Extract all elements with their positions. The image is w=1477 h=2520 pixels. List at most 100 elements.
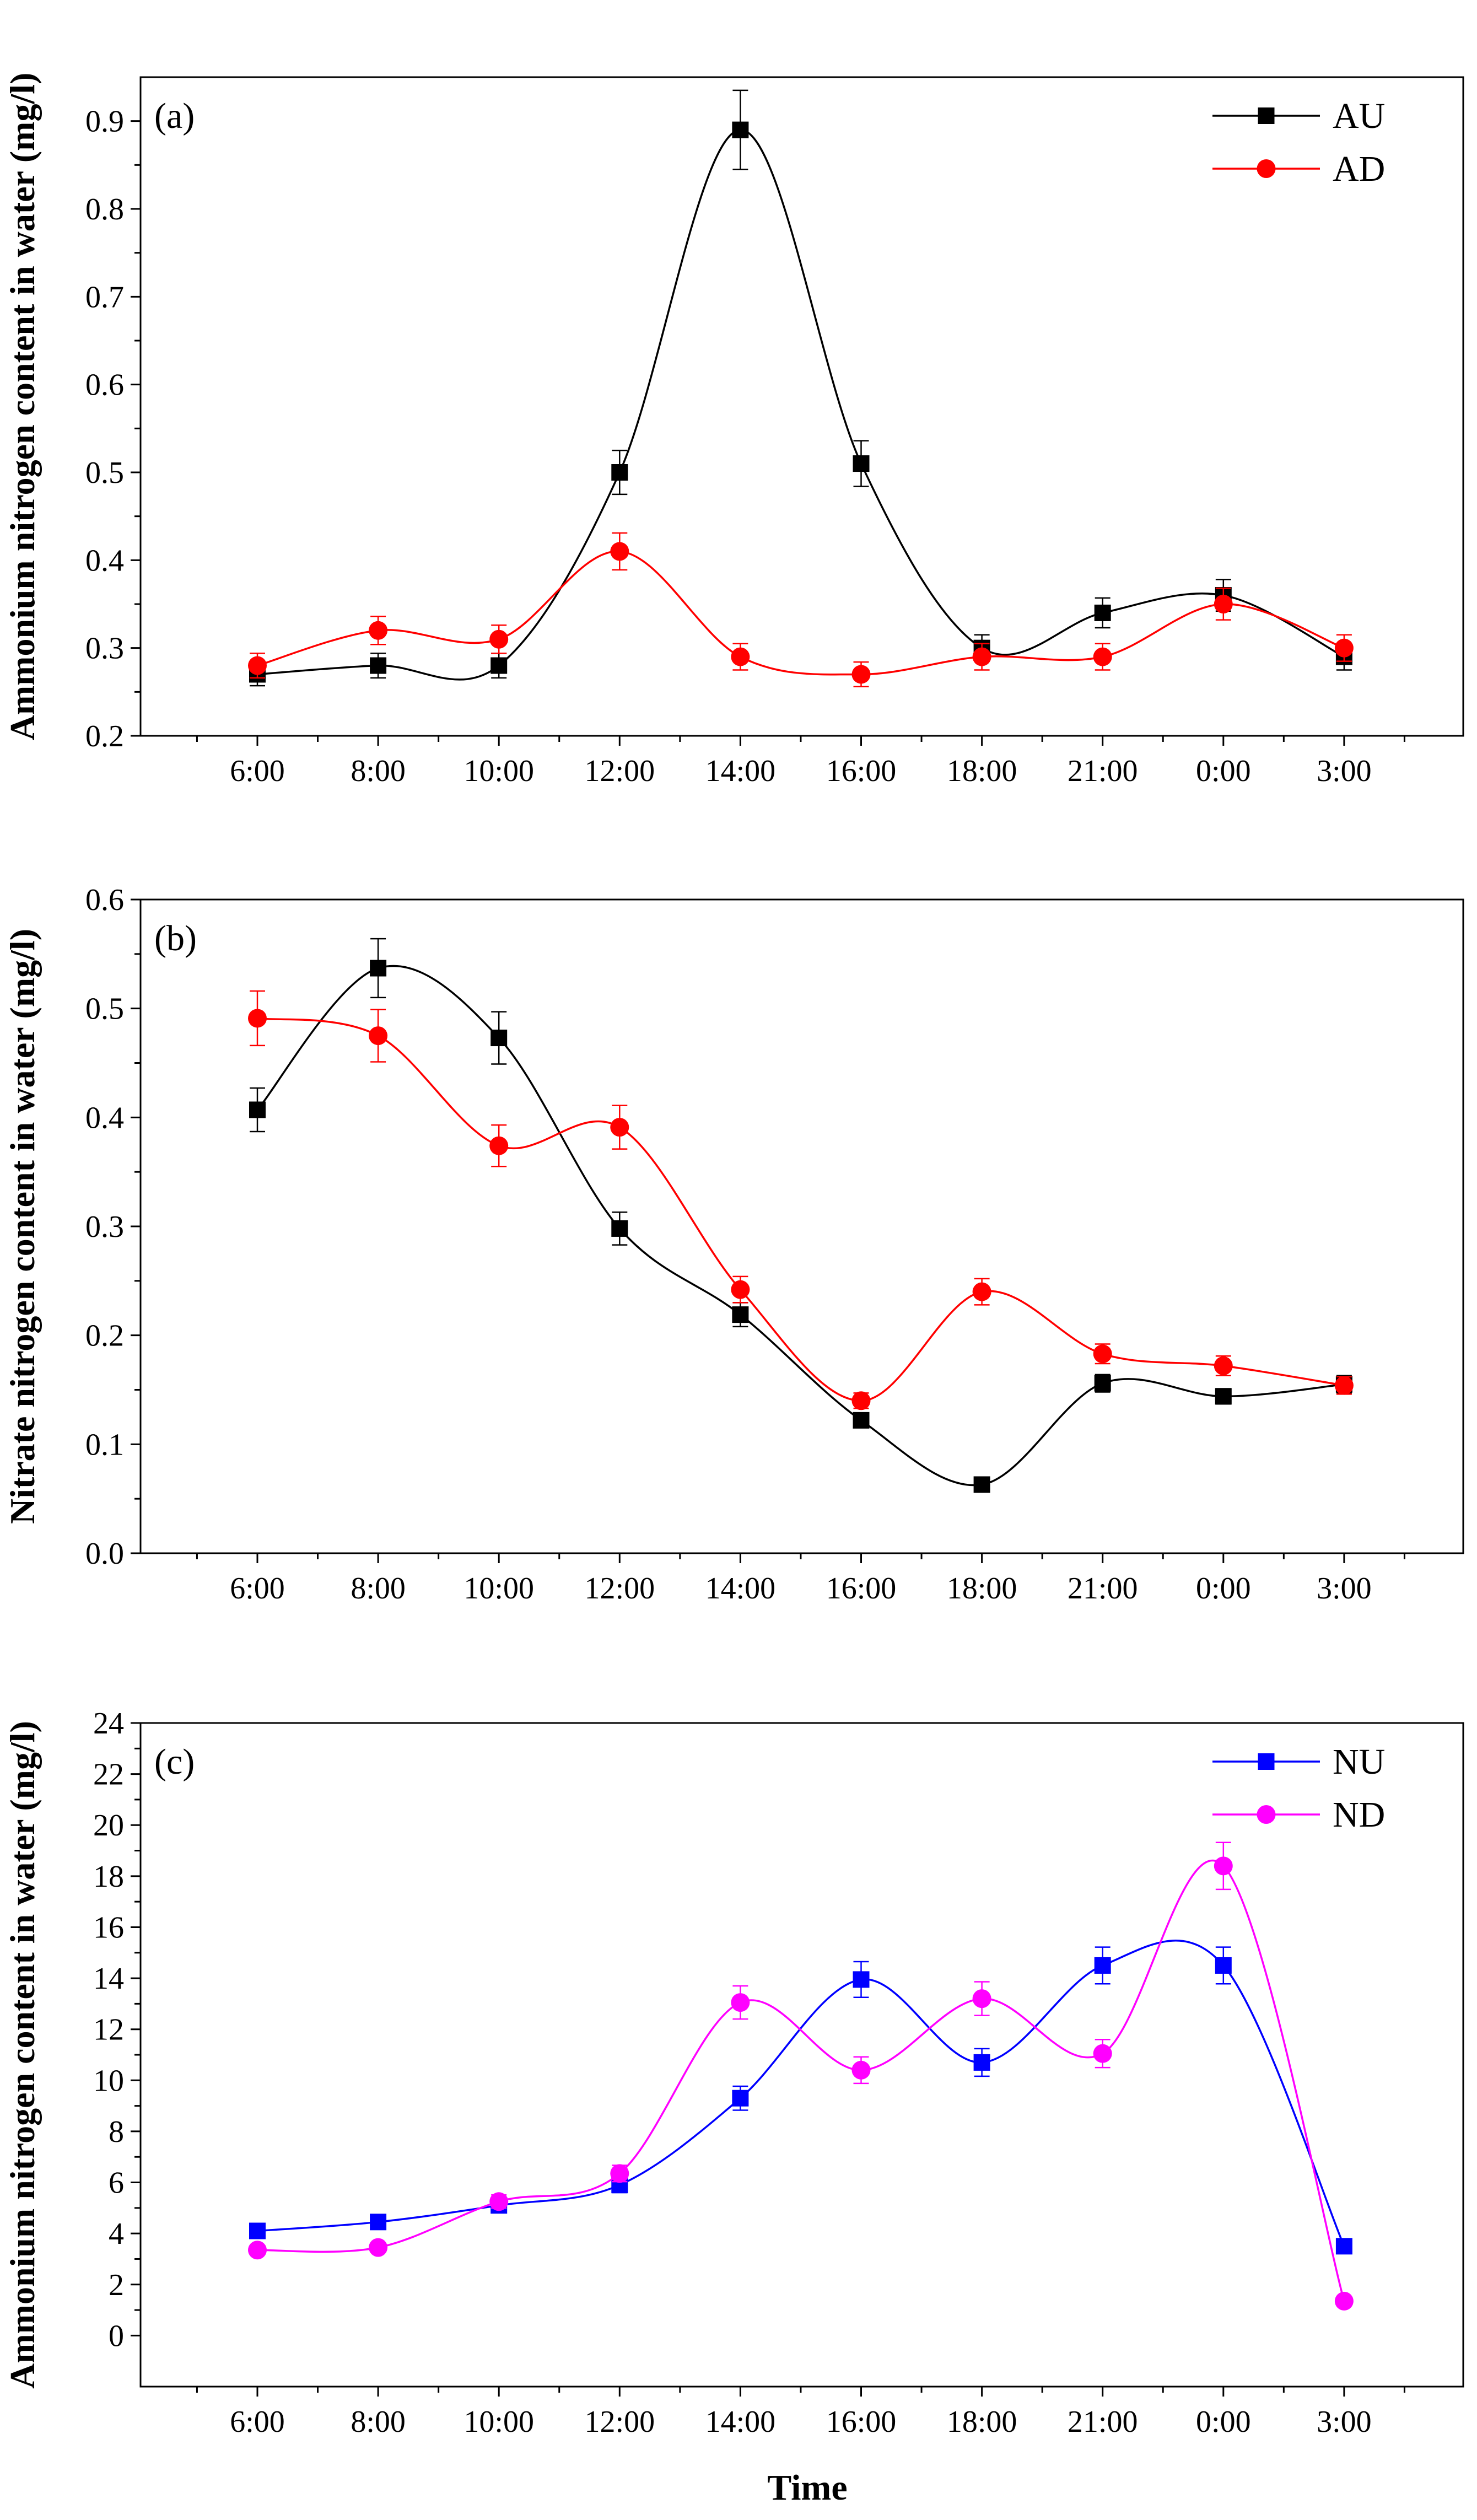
data-point — [853, 1971, 870, 1988]
data-point — [369, 2238, 388, 2257]
panel-label: (c) — [154, 1742, 195, 1782]
legend-marker — [1258, 1753, 1275, 1770]
data-point — [1094, 1957, 1111, 1974]
y-tick-label: 0.6 — [85, 368, 124, 402]
data-point — [1093, 647, 1112, 666]
x-tick-label: 8:00 — [351, 2405, 406, 2439]
data-point — [972, 1282, 991, 1301]
y-tick-label: 0.5 — [85, 992, 124, 1026]
x-tick-label: 3:00 — [1317, 1571, 1372, 1606]
y-tick-label: 14 — [93, 1962, 124, 1996]
y-tick-label: 0.2 — [85, 719, 124, 753]
y-tick-label: 2 — [109, 2268, 124, 2302]
x-tick-label: 6:00 — [230, 2405, 285, 2439]
y-tick-label: 0.1 — [85, 1428, 124, 1462]
data-point — [610, 1118, 629, 1137]
data-point — [1093, 1344, 1112, 1364]
x-tick-label: 14:00 — [705, 754, 776, 788]
legend: AU AD — [1212, 96, 1385, 189]
data-point — [1334, 2291, 1354, 2311]
data-point — [972, 1989, 991, 2009]
y-tick-label: 0.7 — [85, 280, 124, 314]
series-AD — [248, 990, 1354, 1410]
y-tick-label: 12 — [93, 2013, 124, 2047]
data-point — [1215, 1388, 1232, 1405]
legend-label: ND — [1333, 1795, 1385, 1835]
x-tick-label: 0:00 — [1196, 1571, 1251, 1606]
data-point — [1214, 595, 1233, 613]
legend: NU ND — [1212, 1742, 1385, 1835]
x-tick-label: 10:00 — [463, 1571, 534, 1606]
y-tick-label: 22 — [93, 1758, 124, 1792]
x-tick-label: 6:00 — [230, 754, 285, 788]
data-point — [370, 657, 387, 674]
x-tick-label: 12:00 — [585, 1571, 655, 1606]
data-point — [732, 2090, 749, 2107]
data-point — [1215, 1957, 1232, 1974]
series-NU — [249, 1940, 1352, 2255]
x-tick-label: 0:00 — [1196, 2405, 1251, 2439]
y-tick-label: 0.0 — [85, 1537, 124, 1571]
data-point — [249, 2222, 266, 2239]
y-tick-label: 8 — [109, 2115, 124, 2149]
series-line — [257, 1017, 1345, 1402]
y-tick-label: 6 — [109, 2166, 124, 2200]
legend-label: NU — [1333, 1742, 1385, 1782]
data-point — [973, 1476, 990, 1493]
data-point — [732, 1306, 749, 1323]
series-AD — [248, 532, 1354, 688]
y-tick-label: 4 — [109, 2217, 124, 2251]
data-point — [248, 656, 267, 675]
data-point — [1093, 2044, 1112, 2063]
x-tick-label: 16:00 — [826, 2405, 897, 2439]
y-axis-title: Ammonium nitrogen content in water (mg/l… — [3, 1721, 42, 2389]
chart-panel-3: 6:00 8:00 10:00 12:00 14:00 16:00 18:00 21:00 0:… — [3, 1706, 1464, 2439]
legend-marker — [1258, 107, 1275, 124]
x-tick-label: 18:00 — [947, 2405, 1017, 2439]
data-point — [851, 2060, 871, 2080]
series-ND — [248, 1841, 1354, 2311]
data-point — [248, 2241, 267, 2260]
data-point — [490, 657, 508, 674]
data-point — [611, 1220, 628, 1237]
x-tick-label: 6:00 — [230, 1571, 285, 1606]
legend-marker — [1257, 1805, 1276, 1824]
y-tick-label: 0.4 — [85, 543, 124, 578]
y-tick-label: 10 — [93, 2064, 124, 2098]
data-point — [731, 1280, 750, 1299]
data-point — [249, 1101, 266, 1118]
data-point — [370, 960, 387, 977]
x-tick-label: 18:00 — [947, 1571, 1017, 1606]
data-point — [490, 1030, 508, 1047]
legend-marker — [1257, 159, 1276, 178]
data-point — [851, 665, 871, 684]
series-AU — [249, 89, 1352, 687]
x-tick-label: 12:00 — [585, 2405, 655, 2439]
x-tick-label: 12:00 — [585, 754, 655, 788]
data-point — [610, 542, 629, 561]
data-point — [369, 1026, 388, 1046]
data-point — [1335, 2238, 1352, 2255]
y-tick-label: 0.6 — [85, 883, 124, 917]
x-tick-label: 0:00 — [1196, 754, 1251, 788]
x-tick-label: 16:00 — [826, 754, 897, 788]
panel-label: (a) — [154, 96, 195, 136]
data-point — [853, 455, 870, 472]
y-axis-title: Ammonium nitrogen content in water (mg/l… — [3, 73, 42, 741]
x-tick-label: 14:00 — [705, 1571, 776, 1606]
y-tick-label: 0.2 — [85, 1319, 124, 1353]
series-line — [256, 965, 1345, 1487]
data-point — [731, 647, 750, 666]
x-tick-label: 18:00 — [947, 754, 1017, 788]
y-tick-label: 0.8 — [85, 192, 124, 227]
x-tick-label: 10:00 — [463, 754, 534, 788]
series-line — [257, 550, 1345, 676]
y-tick-label: 18 — [93, 1860, 124, 1894]
data-point — [489, 2192, 509, 2211]
x-tick-label: 3:00 — [1317, 2405, 1372, 2439]
y-tick-label: 0.4 — [85, 1101, 124, 1135]
data-point — [369, 621, 388, 640]
data-point — [1214, 1356, 1233, 1376]
series-line — [257, 1940, 1345, 2247]
